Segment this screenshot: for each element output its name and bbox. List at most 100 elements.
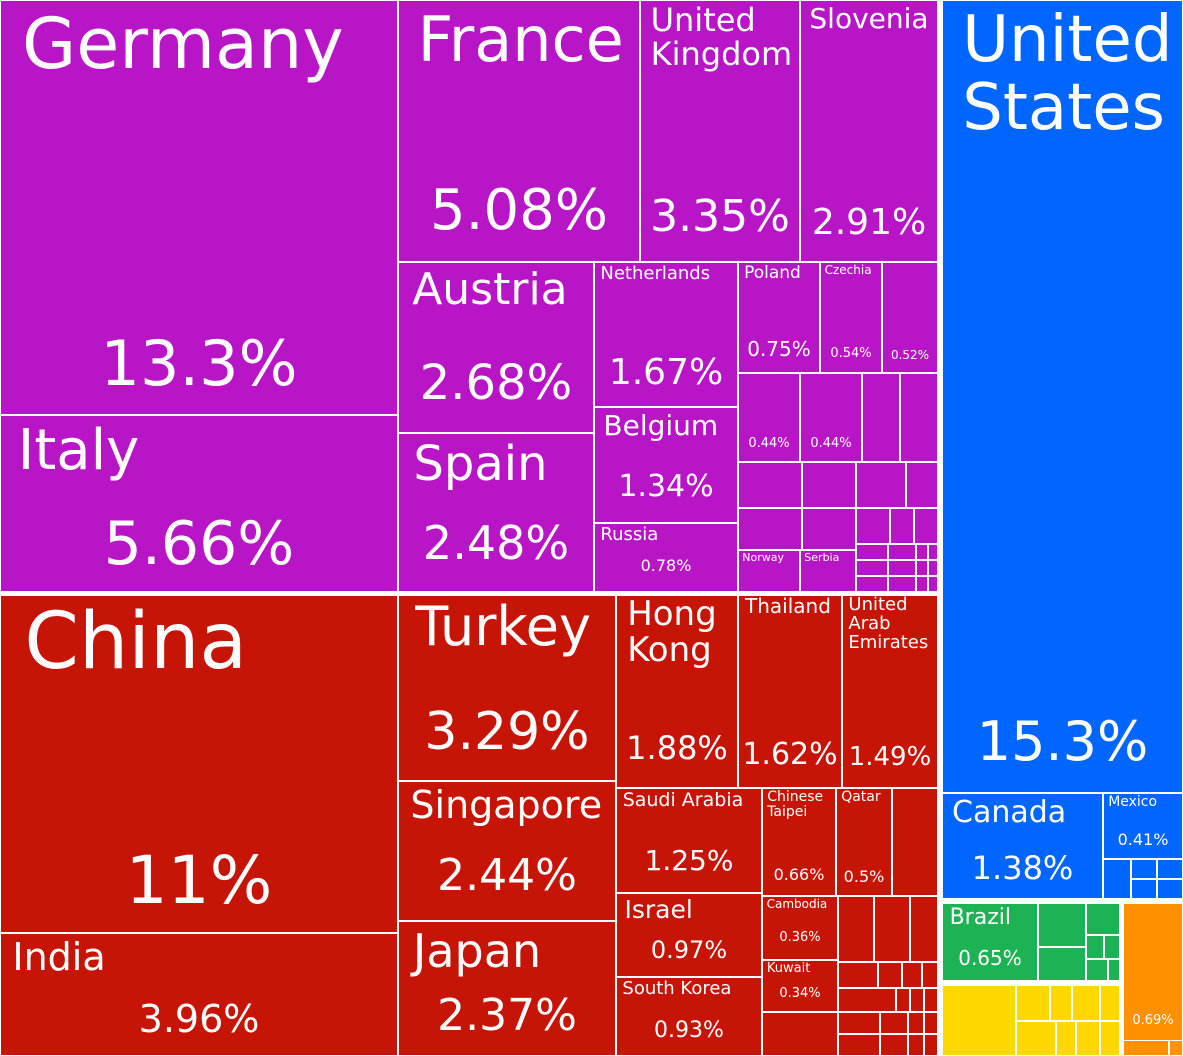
treemap-cell-small — [1086, 935, 1104, 959]
cell-label: Spain — [413, 435, 548, 492]
treemap-cell-unlabeled-36: 0.69% — [1123, 903, 1183, 1056]
treemap-cell-small — [1103, 859, 1131, 899]
cell-label: Cambodia — [766, 897, 828, 912]
cell-label: Japan — [412, 923, 542, 978]
treemap-cell-small — [924, 1034, 938, 1056]
treemap-cell-small — [838, 1012, 880, 1034]
treemap-cell-small — [1123, 1040, 1169, 1056]
cell-label: United Arab Emirates — [848, 593, 929, 653]
cell-label: Slovenia — [809, 1, 929, 35]
treemap-cell-small — [856, 544, 888, 560]
treemap-cell-small — [856, 560, 888, 576]
cell-label: Brazil — [949, 905, 1011, 931]
treemap-cell-unlabeled-13: 0.44% — [738, 373, 800, 462]
treemap-cell-small — [1016, 1021, 1056, 1056]
treemap-cell-small — [802, 508, 856, 550]
cell-value: 2.68% — [419, 355, 573, 411]
cell-label: China — [24, 596, 248, 687]
cell-value: 0.5% — [843, 867, 885, 886]
treemap-cell-small — [1050, 985, 1072, 1021]
treemap-cell-small — [922, 962, 938, 988]
cell-label: Russia — [600, 523, 659, 545]
treemap-cell-saudi-arabia: Saudi Arabia 1.25% — [616, 788, 762, 893]
treemap-cell-small — [1169, 1040, 1183, 1056]
cell-label: Saudi Arabia — [622, 788, 744, 811]
cell-label: Hong Kong — [627, 594, 717, 671]
treemap-cell-canada: Canada 1.38% — [942, 793, 1103, 899]
treemap-cell-small — [1108, 959, 1120, 981]
treemap-cell-belgium: Belgium 1.34% — [594, 407, 738, 523]
treemap-cell-kuwait: Kuwait 0.34% — [762, 960, 838, 1012]
treemap-cell-small — [880, 1012, 908, 1034]
treemap-cell-russia: Russia 0.78% — [594, 523, 738, 593]
treemap-cell-small — [762, 1012, 838, 1056]
treemap-cell-small — [888, 544, 916, 560]
cell-value: 13.3% — [100, 327, 298, 400]
cell-label: Germany — [22, 3, 344, 85]
treemap-cell-small — [914, 508, 938, 544]
cell-value: 0.34% — [779, 986, 821, 1001]
treemap-cell-small — [916, 560, 928, 576]
cell-value: 0.65% — [958, 946, 1022, 970]
treemap-cell-small — [916, 544, 928, 560]
treemap-cell-small — [802, 462, 856, 508]
treemap-cell-small — [1131, 859, 1157, 879]
treemap-cell-small — [890, 508, 914, 544]
cell-label: Mexico — [1108, 794, 1158, 811]
cell-value: 2.44% — [437, 850, 577, 901]
treemap-cell-israel: Israel 0.97% — [616, 893, 762, 977]
treemap-cell-small — [856, 508, 890, 544]
cell-label: India — [12, 934, 106, 979]
treemap-cell-small — [838, 988, 896, 1012]
cell-label: Austria — [412, 264, 568, 316]
treemap-cell-small — [1157, 879, 1183, 899]
treemap-cell-small — [1056, 1021, 1076, 1056]
cell-value: 5.08% — [430, 178, 608, 243]
treemap-cell-thailand: Thailand 1.62% — [738, 593, 842, 788]
cell-value: 0.36% — [779, 930, 821, 945]
treemap-cell-small — [896, 988, 910, 1012]
treemap-cell-cambodia: Cambodia 0.36% — [762, 896, 838, 960]
treemap-cell-unlabeled-14: 0.44% — [800, 373, 862, 462]
cell-label: United Kingdom — [650, 1, 793, 73]
treemap-cell-brazil: Brazil 0.65% — [942, 903, 1038, 981]
treemap-cell-small — [1086, 903, 1120, 935]
cell-label: Netherlands — [600, 262, 711, 284]
treemap-cell-united-states: United States 15.3% — [942, 0, 1183, 793]
treemap-cell-chinese-taipei: Chinese Taipei 0.66% — [762, 788, 836, 896]
treemap-cell-small — [910, 988, 924, 1012]
treemap-cell-small — [838, 896, 874, 962]
treemap-cell-small — [1076, 1021, 1100, 1056]
treemap-cell-turkey: Turkey 3.29% — [398, 593, 616, 781]
cell-value: 0.54% — [830, 346, 872, 361]
treemap-cell-small — [888, 560, 916, 576]
cell-value: 0.52% — [890, 348, 930, 362]
cell-value: 0.78% — [640, 556, 692, 575]
treemap-cell-germany: Germany 13.3% — [0, 0, 398, 415]
treemap-cell-small — [942, 985, 1016, 1056]
cell-value: 1.38% — [971, 849, 1074, 887]
treemap-cell-small — [838, 1034, 880, 1056]
cell-value: 5.66% — [103, 509, 295, 579]
treemap-cell-india: India 3.96% — [0, 933, 398, 1056]
cell-label: Israel — [624, 894, 693, 924]
treemap-cell-united-arab-emirates: United Arab Emirates 1.49% — [842, 593, 938, 788]
treemap-cell-small — [1104, 935, 1120, 959]
treemap-cell-unlabeled-12: 0.52% — [882, 262, 938, 373]
cell-label: Thailand — [745, 594, 831, 618]
treemap-cell-small — [880, 1034, 908, 1056]
region-separator — [1120, 903, 1123, 1056]
cell-value: 2.48% — [422, 516, 570, 570]
treemap-cell-spain: Spain 2.48% — [398, 433, 594, 593]
cell-value: 1.67% — [608, 352, 724, 393]
treemap-cell-small — [1072, 985, 1100, 1021]
treemap-cell-slovenia: Slovenia 2.91% — [800, 0, 938, 262]
treemap-cell-small — [862, 373, 900, 462]
cell-label: Qatar — [841, 789, 881, 806]
region-separator — [0, 591, 942, 596]
treemap-cell-netherlands: Netherlands 1.67% — [594, 262, 738, 407]
cell-label: Norway — [742, 551, 785, 565]
cell-value: 0.41% — [1117, 830, 1169, 849]
treemap-cell-small — [878, 962, 902, 988]
treemap-cell-small — [838, 962, 878, 988]
